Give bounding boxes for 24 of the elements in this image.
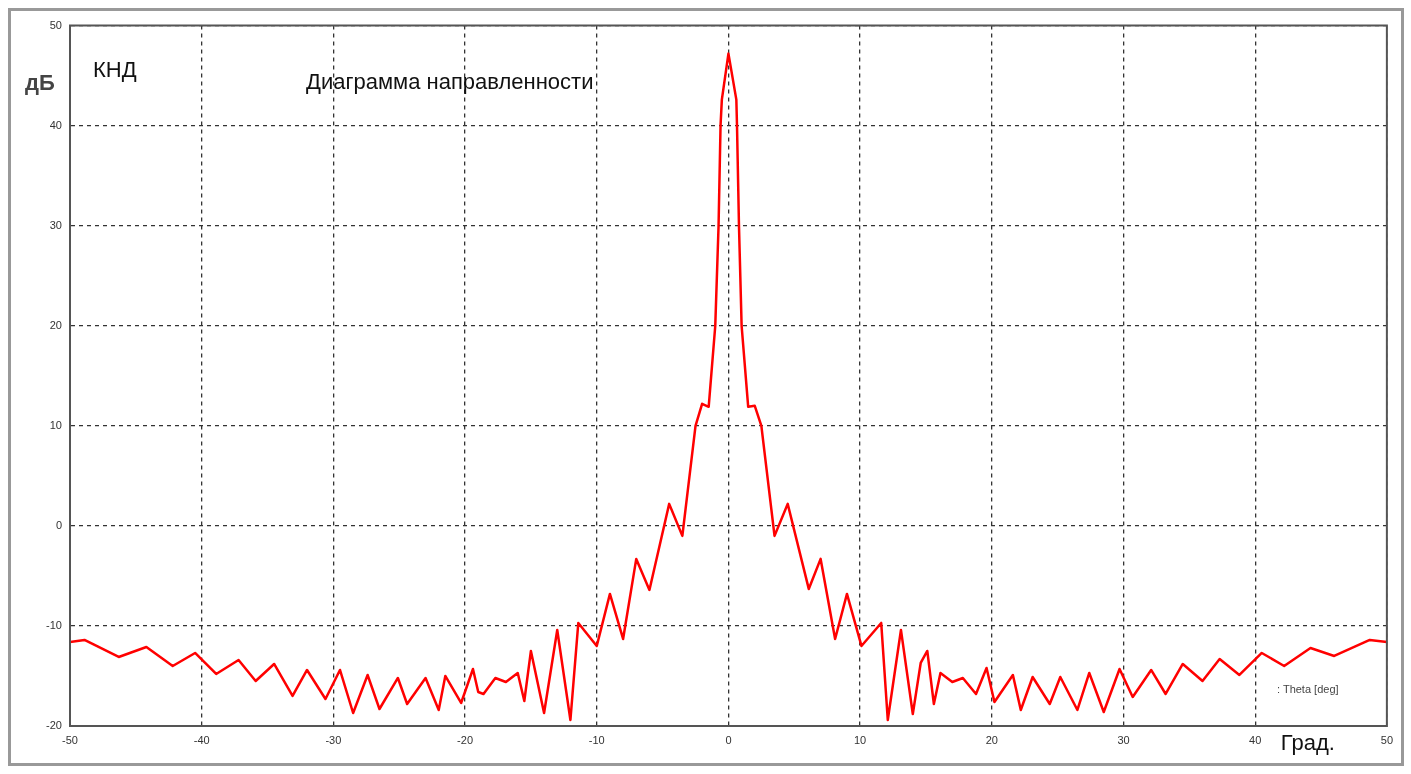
- x-tick-label: -10: [588, 733, 605, 746]
- x-tick-label: 20: [985, 733, 998, 746]
- x-tick-label: 10: [854, 733, 867, 746]
- x-tick-label: 50: [1380, 733, 1394, 746]
- y-tick-label: 50: [49, 18, 62, 31]
- y-tick-label: 10: [49, 418, 62, 431]
- text: Диаграмма направленности: [306, 68, 594, 94]
- x-tick-label: -40: [193, 733, 210, 746]
- y-tick-label: -10: [46, 618, 62, 631]
- x-tick-label: -30: [325, 733, 342, 746]
- annotation: : Theta [deg]: [1277, 683, 1339, 696]
- x-tick-label: -50: [62, 733, 78, 746]
- y-axis-title: дБ: [25, 69, 56, 95]
- x-tick-label: 30: [1117, 733, 1130, 746]
- y-tick-label: 0: [55, 518, 62, 531]
- y-tick-label: 20: [49, 318, 62, 331]
- x-axis-title: Град.: [1280, 730, 1335, 756]
- y-tick-label: 30: [49, 218, 62, 231]
- annotation: КНД: [93, 56, 137, 82]
- y-tick-label: 40: [49, 118, 62, 131]
- x-tick-label: 40: [1249, 733, 1262, 746]
- y-tick-label: -20: [46, 719, 62, 732]
- x-tick-label: 0: [725, 733, 732, 746]
- x-tick-label: -20: [457, 733, 474, 746]
